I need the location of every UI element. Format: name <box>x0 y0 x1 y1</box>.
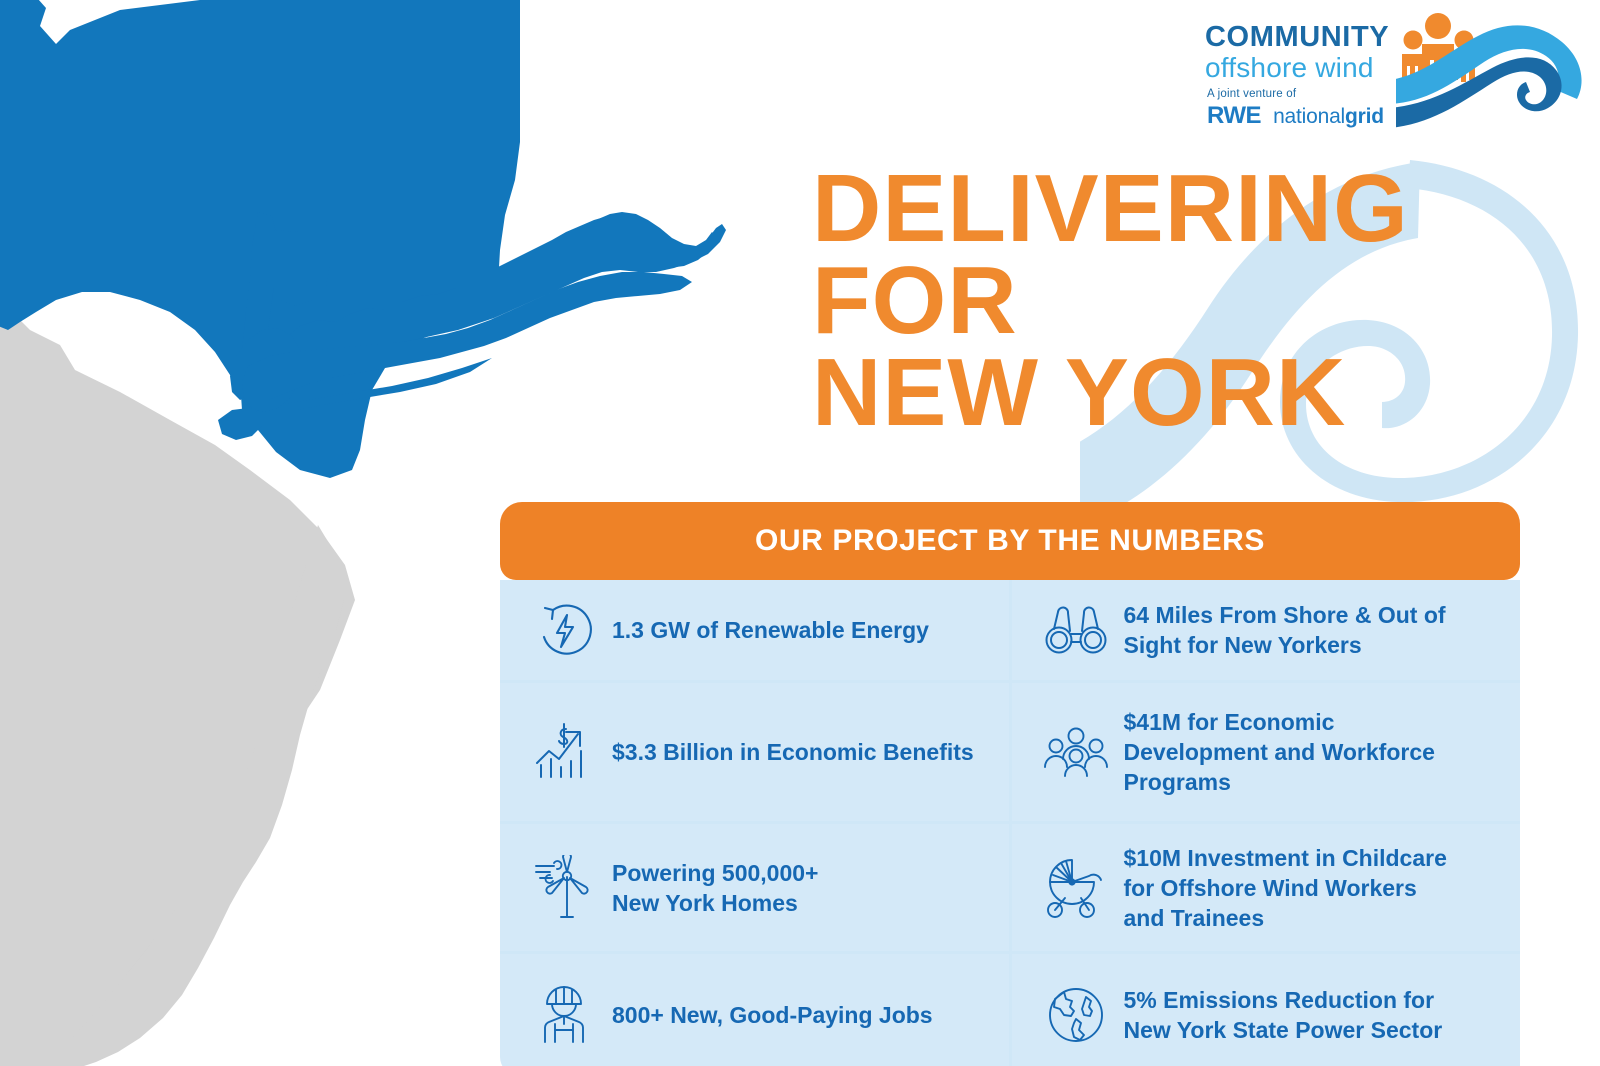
hard-hat-worker-icon <box>522 973 606 1057</box>
map-fire-island <box>284 358 492 410</box>
stat-cell-workforce-programs[interactable]: $41M for Economic Development and Workfo… <box>1011 683 1520 821</box>
stat-text-new-jobs: 800+ New, Good-Paying Jobs <box>612 1001 933 1028</box>
headline-line-1: DELIVERING <box>812 155 1409 262</box>
stat-cell-economic-benefits[interactable]: $3.3 Billion in Economic Benefits <box>500 683 1009 821</box>
logo-wave-people-mark <box>1396 4 1596 128</box>
stat-cell-emissions-reduction[interactable]: 5% Emissions Reduction for New York Stat… <box>1011 954 1520 1066</box>
background-wave-decoration <box>1080 140 1600 700</box>
logo-joint-venture-label: A joint venture of <box>1207 88 1297 100</box>
stat-text-childcare-investment: $10M Investment in Childcare for Offshor… <box>1123 844 1447 931</box>
wind-turbine-icon <box>522 846 606 930</box>
stats-grid: 1.3 GW of Renewable Energy <box>500 580 1520 1066</box>
panel-banner-title: OUR PROJECT BY THE NUMBERS <box>754 524 1266 557</box>
wave-flow-path <box>1080 162 1420 526</box>
northeast-us-map <box>0 0 760 1066</box>
stroller-icon <box>1034 846 1118 930</box>
binoculars-icon <box>1034 588 1118 672</box>
stat-text-economic-benefits: $3.3 Billion in Economic Benefits <box>612 739 974 765</box>
headline-line-2: FOR <box>812 247 1018 354</box>
stat-text-homes-powered: Powering 500,000+ New York Homes <box>612 859 819 916</box>
logo-wave-light <box>1396 25 1582 104</box>
stat-cell-distance-from-shore[interactable]: 64 Miles From Shore & Out of Sight for N… <box>1011 580 1520 680</box>
logo-wordmark: COMMUNITY offshore wind <box>1205 22 1405 83</box>
map-neighbor-coast-detail <box>60 525 344 1066</box>
project-by-the-numbers-panel: OUR PROJECT BY THE NUMBERS 1.3 GW of Ren… <box>500 502 1520 1066</box>
community-offshore-wind-logo: COMMUNITY offshore wind A joint venture … <box>1200 8 1592 130</box>
wave-swoosh-path <box>1280 160 1579 503</box>
renewable-energy-icon <box>522 588 606 672</box>
map-brooklyn-queens <box>242 272 692 408</box>
stat-cell-homes-powered[interactable]: Powering 500,000+ New York Homes <box>500 824 1009 951</box>
stat-cell-renewable-energy[interactable]: 1.3 GW of Renewable Energy <box>500 580 1009 680</box>
economic-growth-icon <box>522 710 606 794</box>
panel-banner: OUR PROJECT BY THE NUMBERS <box>500 502 1520 580</box>
logo-line-offshore-wind: offshore wind <box>1205 52 1374 83</box>
stat-cell-childcare-investment[interactable]: $10M Investment in Childcare for Offshor… <box>1011 824 1520 951</box>
map-westchester <box>272 230 330 306</box>
logo-rwe-text: RWE <box>1207 102 1262 129</box>
stat-cell-new-jobs[interactable]: 800+ New, Good-Paying Jobs <box>500 954 1009 1066</box>
headline-line-3: NEW YORK <box>812 339 1347 446</box>
globe-icon <box>1034 973 1118 1057</box>
logo-wave-dark <box>1396 57 1562 128</box>
logo-partner-brands: RWE nationalgrid <box>1207 104 1384 131</box>
people-group-icon <box>1034 710 1118 794</box>
logo-line-community: COMMUNITY <box>1205 21 1390 53</box>
stat-text-emissions-reduction: 5% Emissions Reduction for New York Stat… <box>1123 986 1443 1043</box>
stat-text-workforce-programs: $41M for Economic Development and Workfo… <box>1123 709 1435 795</box>
map-staten-island <box>218 408 262 440</box>
logo-nationalgrid-text: nationalgrid <box>1273 105 1384 128</box>
stat-text-renewable-energy: 1.3 GW of Renewable Energy <box>612 617 929 643</box>
stat-text-distance-from-shore: 64 Miles From Shore & Out of Sight for N… <box>1123 602 1446 658</box>
page-title: DELIVERING FOR NEW YORK <box>812 155 1552 446</box>
